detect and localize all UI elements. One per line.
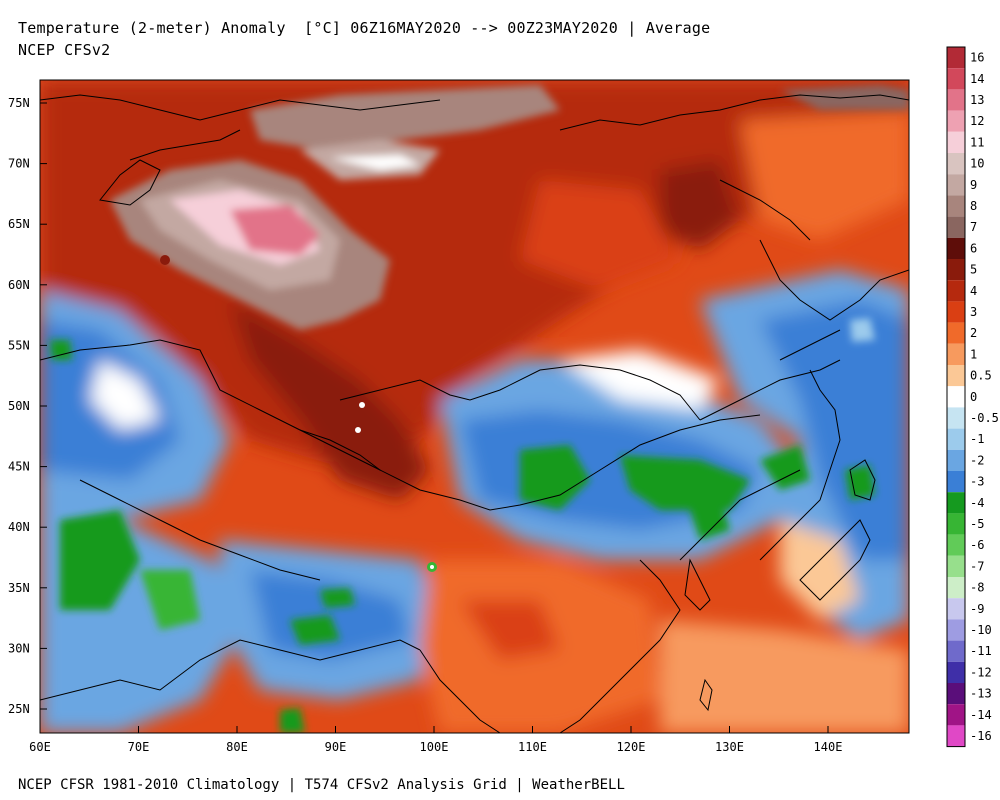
colorbar-swatch [947,577,965,599]
colorbar-swatch [947,216,965,238]
colorbar-swatch [947,280,965,302]
colorbar-swatch [947,725,965,747]
colorbar-swatch [947,513,965,535]
lon-tick-label: 120E [617,740,646,754]
colorbar-label: -4 [970,496,984,510]
colorbar-swatch [947,110,965,132]
lon-tick-label: 60E [29,740,51,754]
lon-tick-label: 80E [226,740,248,754]
lon-tick-label: 130E [715,740,744,754]
colorbar-label: -8 [970,581,984,595]
colorbar-swatch [947,640,965,662]
colorbar-label: 14 [970,72,984,86]
colorbar-swatch [947,131,965,153]
colorbar-swatch [947,661,965,683]
colorbar-label: -2 [970,453,984,467]
colorbar-label: 0.5 [970,369,992,383]
chart-title: Temperature (2-meter) Anomaly [°C] 06Z16… [18,19,711,37]
colorbar-swatch [947,471,965,493]
colorbar-label: 6 [970,241,977,255]
colorbar-label: 16 [970,51,984,65]
colorbar-label: -11 [970,644,992,658]
colorbar-swatch [947,449,965,471]
colorbar-label: 2 [970,326,977,340]
colorbar-label: 0 [970,390,977,404]
lat-tick-label: 25N [8,702,30,716]
colorbar: 16 14 13 12 11 10 9 8 7 6 5 4 3 2 1 0.5 0 -0.5 -1 -2 -3 -4 -5 -… [946,46,999,748]
colorbar-label: 3 [970,305,977,319]
colorbar-swatch [947,365,965,387]
lat-tick-label: 65N [8,217,30,231]
colorbar-swatch [947,492,965,514]
colorbar-label: 1 [970,347,977,361]
colorbar-label: -0.5 [970,411,999,425]
lat-tick-label: 55N [8,338,30,352]
colorbar-swatch [947,386,965,408]
colorbar-swatch [947,259,965,281]
lat-tick-label: 60N [8,278,30,292]
colorbar-swatch [947,301,965,323]
colorbar-swatch [947,153,965,175]
colorbar-label: 7 [970,220,977,234]
colorbar-swatch [947,174,965,196]
colorbar-label: 5 [970,263,977,277]
lon-tick-label: 110E [518,740,547,754]
lat-tick-label: 40N [8,520,30,534]
model-name: NCEP CFSv2 [18,41,111,59]
colorbar-swatch [947,598,965,620]
colorbar-label: 9 [970,178,977,192]
colorbar-swatch [947,47,965,69]
colorbar-label: -13 [970,687,992,701]
lat-tick-label: 30N [8,641,30,655]
colorbar-swatch [947,237,965,259]
lat-tick-label: 50N [8,399,30,413]
colorbar-label: -9 [970,602,984,616]
footer-credit: NCEP CFSR 1981-2010 Climatology | T574 C… [18,777,625,793]
colorbar-swatch [947,534,965,556]
lat-tick-label: 75N [8,96,30,110]
colorbar-frame [946,46,966,748]
lon-tick-label: 140E [814,740,843,754]
colorbar-swatch [947,68,965,90]
colorbar-label: -14 [970,708,992,722]
colorbar-label: 12 [970,114,984,128]
colorbar-label: -12 [970,665,992,679]
colorbar-swatch [947,195,965,217]
colorbar-label: 11 [970,135,984,149]
colorbar-swatch [947,407,965,429]
colorbar-label: -10 [970,623,992,637]
colorbar-swatch [947,89,965,111]
colorbar-swatch [947,555,965,577]
lon-tick-label: 90E [325,740,347,754]
lat-tick-label: 45N [8,460,30,474]
colorbar-swatch [947,704,965,726]
colorbar-label: -7 [970,559,984,573]
colorbar-label: -6 [970,538,984,552]
colorbar-label: 10 [970,157,984,171]
map-field [40,80,909,733]
lon-tick-label: 100E [420,740,449,754]
colorbar-label: -5 [970,517,984,531]
colorbar-label: -1 [970,432,984,446]
colorbar-label: -3 [970,475,984,489]
latitude-axis: 75N 70N 65N 60N 55N 50N 45N 40N 35N 30N 25N [8,96,47,716]
colorbar-swatch [947,343,965,365]
colorbar-label: 8 [970,199,977,213]
colorbar-label: 4 [970,284,977,298]
longitude-axis: 60E 70E 80E 90E 100E 110E 120E 130E 140E [29,726,842,754]
colorbar-swatch [947,683,965,705]
colorbar-label: -16 [970,729,992,743]
lat-tick-label: 35N [8,581,30,595]
lon-tick-label: 70E [128,740,150,754]
lat-tick-label: 70N [8,157,30,171]
colorbar-swatch [947,619,965,641]
colorbar-swatch [947,428,965,450]
colorbar-label: 13 [970,93,984,107]
colorbar-swatch [947,322,965,344]
